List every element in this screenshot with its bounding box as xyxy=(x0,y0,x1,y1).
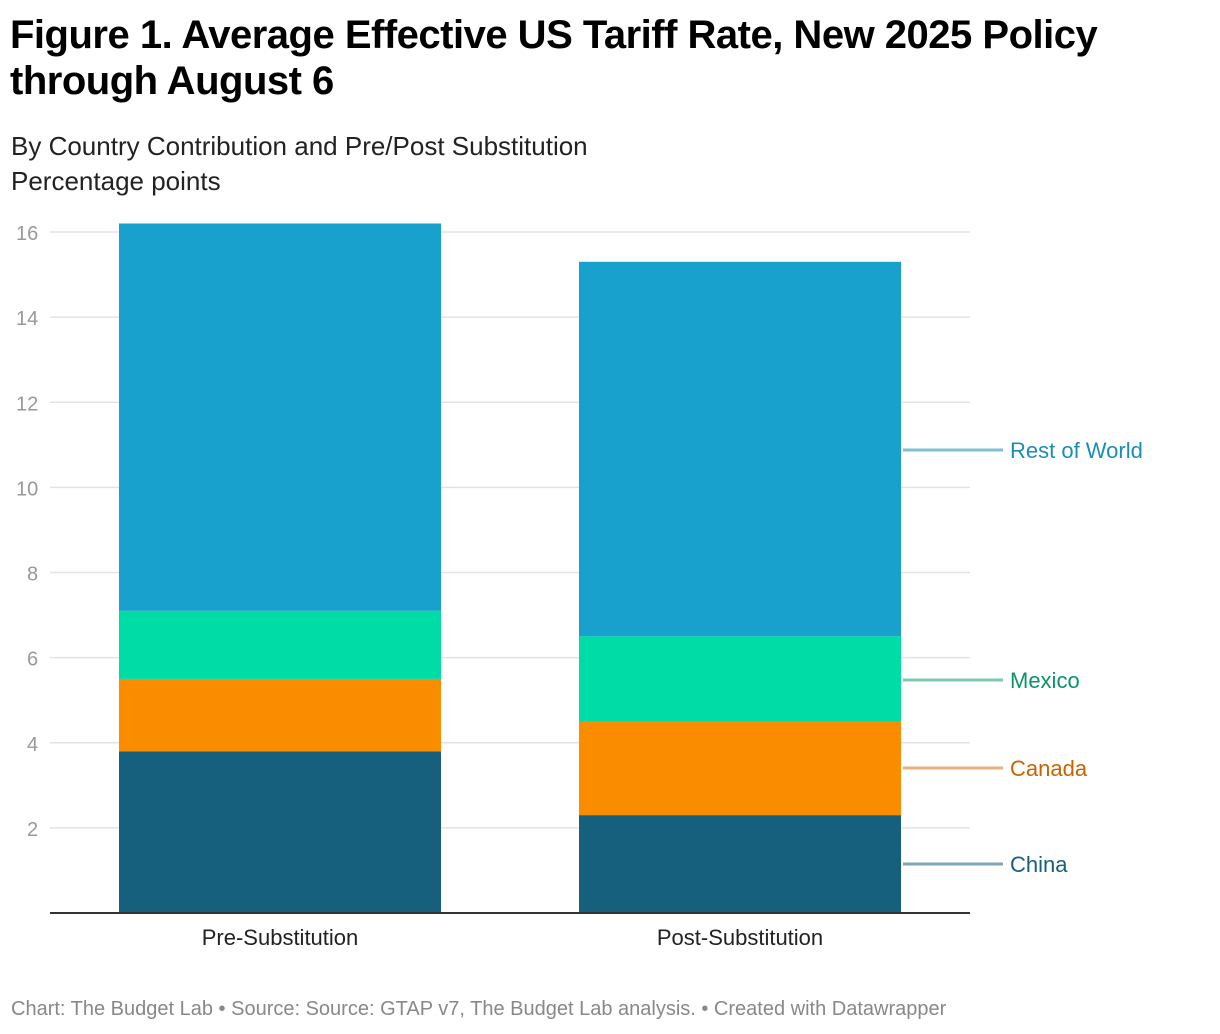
y-tick-label: 16 xyxy=(16,223,38,245)
series-label: Canada xyxy=(1010,756,1088,781)
chart-subtitle: By Country Contribution and Pre/Post Sub… xyxy=(11,131,588,161)
bar-segment-rest-of-world xyxy=(119,223,441,611)
chart-title: Figure 1. Average Effective US Tariff Ra… xyxy=(10,13,1098,103)
y-tick-label: 14 xyxy=(16,308,38,330)
y-tick-label: 10 xyxy=(16,478,38,500)
chart-footer: Chart: The Budget Lab • Source: Source: … xyxy=(11,998,947,1020)
y-tick-label: 4 xyxy=(27,734,38,756)
bar-segment-china xyxy=(579,815,901,913)
x-tick-label: Pre-Substitution xyxy=(202,925,359,950)
bar-segment-mexico xyxy=(579,636,901,722)
y-tick-label: 6 xyxy=(27,649,38,671)
bar-segment-china xyxy=(119,751,441,913)
y-unit-label: Percentage points xyxy=(11,166,221,196)
series-label: Rest of World xyxy=(1010,438,1143,463)
y-tick-label: 8 xyxy=(27,564,38,586)
y-tick-label: 12 xyxy=(16,393,38,415)
x-tick-label: Post-Substitution xyxy=(657,925,823,950)
series-label: Mexico xyxy=(1010,668,1080,693)
bar-segment-canada xyxy=(579,721,901,816)
series-label: China xyxy=(1010,852,1068,877)
bar-segment-mexico xyxy=(119,610,441,679)
bar-segment-canada xyxy=(119,678,441,752)
y-tick-label: 2 xyxy=(27,819,38,841)
bar-segment-rest-of-world xyxy=(579,261,901,637)
